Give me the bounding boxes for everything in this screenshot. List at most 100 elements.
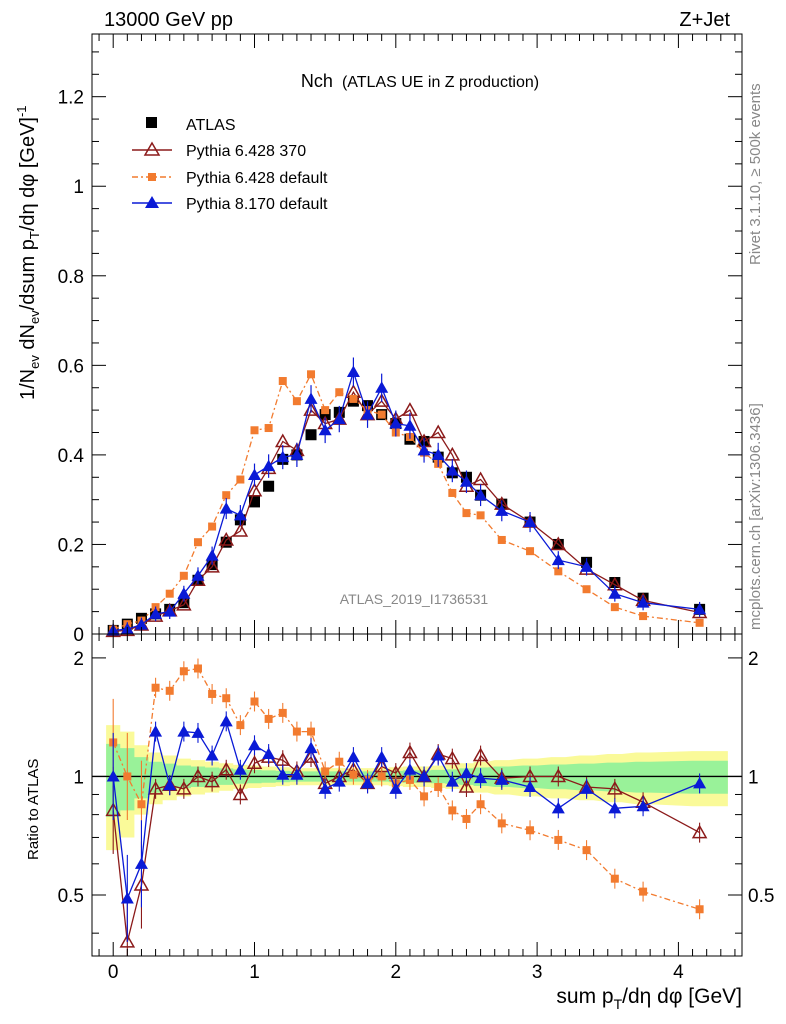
y-title-part1: 1/N [17,369,39,400]
ratio-point [417,769,431,782]
ratio-point [497,819,506,828]
point-pythia-6-428-default [349,394,358,403]
point-pythia-8-170-default [149,607,163,619]
ratio-point [204,773,220,788]
ratio-point [123,772,132,781]
point-pythia-6-428-370 [204,558,220,573]
point-pythia-8-170-default [474,488,488,501]
ratio-line-0 [112,751,700,943]
ratio-y-tick-label-right: 2 [748,649,759,670]
ratio-point [176,780,192,795]
point-pythia-6-428-default [307,370,316,379]
series-line-3 [113,369,700,632]
ratio-point [550,768,567,783]
point-pythia-8-170-default [389,417,403,429]
ratio-point [276,768,290,780]
ratio-point [218,761,235,776]
x-tick-label: 1 [249,962,260,983]
ratio-point [147,780,164,795]
point-pythia-6-428-default [321,406,330,415]
ratio-y-tick-label-right: 1 [748,767,759,788]
point-pythia-6-428-default [193,538,202,547]
series-line-1 [113,390,700,632]
ratio-point [636,799,650,812]
point-pythia-8-170-default [693,602,707,615]
x-tick-label: 0 [108,962,119,983]
point-pythia-6-428-default [476,511,485,520]
ratio-point [304,741,318,754]
legend-py6-370-marker [143,141,161,156]
y-title-part2: dN [17,324,39,355]
plot-title-main: Nch [301,71,333,91]
ratio-point [377,772,386,781]
point-pythia-6-428-370 [176,596,192,611]
ratio-point [474,771,488,784]
ratio-point [495,773,509,785]
y-title-sup: -1 [14,105,29,117]
ratio-point [120,891,134,904]
x-title-sub: T [614,996,623,1012]
ratio-point [403,763,417,775]
ratio-point [472,747,489,762]
ratio-point [264,714,273,723]
ratio-y-tick-label-left: 1 [73,767,84,788]
ratio-point [318,782,332,794]
point-pythia-8-170-default [205,549,219,561]
point-atlas [220,536,232,548]
energy-label: 13000 GeV pp [104,9,233,31]
uncertainty-band-outer [106,725,728,851]
y-tick-label: 0.2 [58,535,84,556]
ratio-point [177,725,191,737]
ratio-axis-ticks: 0 1 2 3 4 0.5 0.5 1 1 2 2 [58,634,774,983]
point-pythia-8-170-default [346,365,360,378]
point-pythia-6-428-default [264,424,273,433]
main-panel: 0 0.2 0.4 0.6 0.8 1 1.2 Nch (ATLAS UE in Z pro… [14,33,743,646]
ratio-point [582,846,591,855]
ratio-point [608,801,622,814]
point-pythia-8-170-default [191,569,205,581]
point-pythia-8-170-default [332,412,346,425]
x-title-part1: sum p [556,985,613,1008]
ratio-point [193,664,202,673]
ratio-point [693,776,707,789]
ratio-point [321,767,330,776]
ratio-point [137,800,146,809]
point-pythia-6-428-default [610,603,619,612]
point-pythia-8-170-default [608,587,622,599]
point-pythia-8-170-default [134,618,148,630]
point-pythia-6-428-default [497,535,506,544]
point-pythia-8-170-default [262,459,276,472]
ratio-point [119,933,136,948]
ratio-point [580,782,594,794]
point-pythia-8-170-default [361,408,375,420]
point-pythia-6-428-default [377,410,386,419]
point-pythia-6-428-default [335,388,344,397]
ratio-point [179,667,188,676]
ratio-point [554,835,563,844]
ratio-point [420,792,429,801]
point-pythia-6-428-default [462,509,471,518]
ratio-point [462,814,471,823]
ratio-point [246,755,263,770]
legend-py6-def-label: Pythia 6.428 default [186,170,328,187]
x-axis-title: sum pT/dη dφ [GeV] [556,985,742,1012]
point-atlas [249,496,260,508]
point-pythia-6-428-default [448,488,457,497]
ratio-point [106,769,120,782]
ratio-point [434,783,443,792]
uncertainty-band-inner [106,743,728,817]
ratio-point [233,763,247,775]
point-pythia-8-170-default [233,508,247,521]
point-pythia-6-428-370 [472,471,489,486]
point-pythia-6-428-default [554,567,563,576]
ratio-point [292,727,301,736]
ratio-point [165,686,174,695]
ratio-point [190,768,206,783]
y-tick-label: 0.4 [58,446,85,467]
x-tick-label: 4 [673,962,684,983]
ratio-point [163,778,177,791]
main-axis-ticks: 0 0.2 0.4 0.6 0.8 1 1.2 [58,34,742,646]
ratio-y-tick-label-right: 0.5 [748,886,774,907]
ratio-point [458,779,475,793]
